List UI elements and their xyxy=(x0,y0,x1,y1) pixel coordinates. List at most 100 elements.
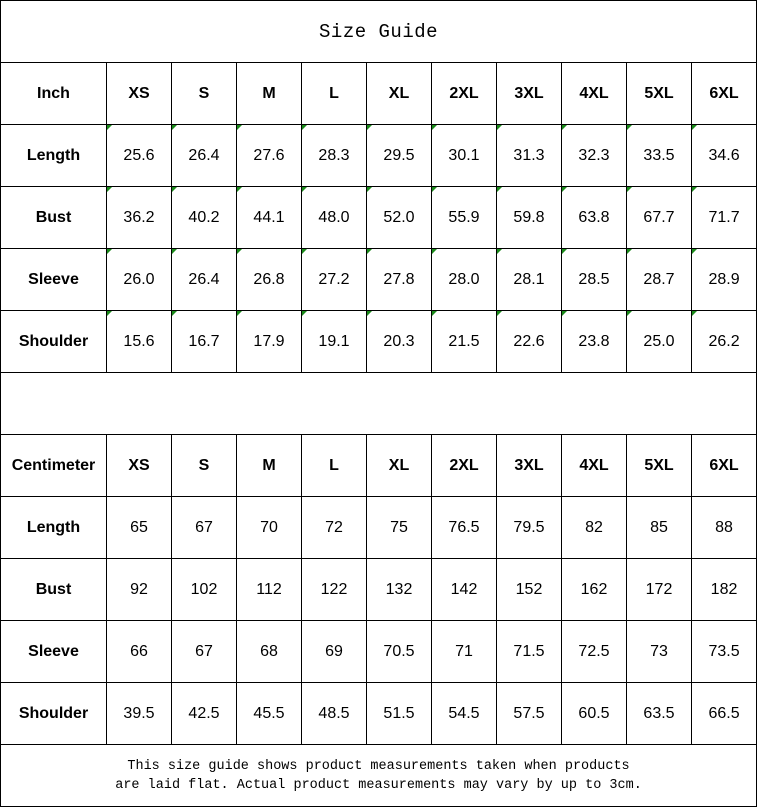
measurement-cell: 57.5 xyxy=(496,682,562,745)
measurement-cell: 72.5 xyxy=(561,620,627,683)
measurement-cell: 31.3 xyxy=(496,124,562,187)
measurement-cell: 70.5 xyxy=(366,620,432,683)
measurement-cell: 27.2 xyxy=(301,248,367,311)
size-header-6xl: 6XL xyxy=(690,434,757,497)
footer-row: This size guide shows product measuremen… xyxy=(0,744,757,807)
measurement-cell: 28.5 xyxy=(561,248,627,311)
measurement-cell: 63.5 xyxy=(626,682,692,745)
measurement-cell: 48.0 xyxy=(301,186,367,249)
measurement-cell: 28.3 xyxy=(301,124,367,187)
measurement-cell: 71 xyxy=(431,620,497,683)
size-header-xl: XL xyxy=(366,62,432,125)
measurement-cell: 54.5 xyxy=(431,682,497,745)
measurement-cell: 19.1 xyxy=(301,310,367,373)
measurement-cell: 82 xyxy=(561,496,627,559)
measurement-cell: 76.5 xyxy=(431,496,497,559)
footer-line-2: are laid flat. Actual product measuremen… xyxy=(115,777,642,793)
measurement-cell: 132 xyxy=(366,558,432,621)
measurement-cell: 59.8 xyxy=(496,186,562,249)
measurement-cell: 26.2 xyxy=(690,310,757,373)
row-label: Shoulder xyxy=(0,682,107,745)
table-row: Sleeve 26.0 26.4 26.8 27.2 27.8 28.0 28.1 28.5 28… xyxy=(0,248,757,311)
size-header-l: L xyxy=(301,434,367,497)
measurement-cell: 26.4 xyxy=(171,248,237,311)
measurement-cell: 52.0 xyxy=(366,186,432,249)
measurement-cell: 26.8 xyxy=(236,248,302,311)
size-header-5xl: 5XL xyxy=(626,434,692,497)
measurement-cell: 51.5 xyxy=(366,682,432,745)
measurement-cell: 67 xyxy=(171,620,237,683)
measurement-cell: 34.6 xyxy=(690,124,757,187)
footer-note: This size guide shows product measuremen… xyxy=(0,744,757,807)
unit-label: Inch xyxy=(0,62,107,125)
measurement-cell: 28.0 xyxy=(431,248,497,311)
table-row: Shoulder 15.6 16.7 17.9 19.1 20.3 21.5 22.6 23.8… xyxy=(0,310,757,373)
size-header-2xl: 2XL xyxy=(431,62,497,125)
measurement-cell: 40.2 xyxy=(171,186,237,249)
spacer-row xyxy=(0,372,757,435)
row-label: Shoulder xyxy=(0,310,107,373)
measurement-cell: 17.9 xyxy=(236,310,302,373)
page-title: Size Guide xyxy=(0,0,757,63)
row-label: Sleeve xyxy=(0,620,107,683)
measurement-cell: 23.8 xyxy=(561,310,627,373)
measurement-cell: 30.1 xyxy=(431,124,497,187)
measurement-cell: 67 xyxy=(171,496,237,559)
measurement-cell: 92 xyxy=(106,558,172,621)
size-header-xs: XS xyxy=(106,434,172,497)
measurement-cell: 29.5 xyxy=(366,124,432,187)
measurement-cell: 15.6 xyxy=(106,310,172,373)
measurement-cell: 172 xyxy=(626,558,692,621)
measurement-cell: 73.5 xyxy=(690,620,757,683)
measurement-cell: 25.6 xyxy=(106,124,172,187)
measurement-cell: 22.6 xyxy=(496,310,562,373)
size-header-xl: XL xyxy=(366,434,432,497)
size-header-m: M xyxy=(236,62,302,125)
measurement-cell: 27.6 xyxy=(236,124,302,187)
measurement-cell: 66.5 xyxy=(690,682,757,745)
measurement-cell: 28.9 xyxy=(690,248,757,311)
measurement-cell: 65 xyxy=(106,496,172,559)
measurement-cell: 71.7 xyxy=(690,186,757,249)
table-row: Bust 92 102 112 122 132 142 152 162 172 182 xyxy=(0,558,757,621)
measurement-cell: 42.5 xyxy=(171,682,237,745)
centimeter-header-row: Centimeter XS S M L XL 2XL 3XL 4XL 5XL 6XL xyxy=(0,434,757,497)
measurement-cell: 27.8 xyxy=(366,248,432,311)
measurement-cell: 28.1 xyxy=(496,248,562,311)
inch-header-row: Inch XS S M L XL 2XL 3XL 4XL 5XL 6XL xyxy=(0,62,757,125)
spacer-cell xyxy=(0,372,757,435)
measurement-cell: 152 xyxy=(496,558,562,621)
size-header-4xl: 4XL xyxy=(561,62,627,125)
size-header-m: M xyxy=(236,434,302,497)
measurement-cell: 45.5 xyxy=(236,682,302,745)
size-header-l: L xyxy=(301,62,367,125)
size-header-4xl: 4XL xyxy=(561,434,627,497)
measurement-cell: 25.0 xyxy=(626,310,692,373)
measurement-cell: 102 xyxy=(171,558,237,621)
measurement-cell: 72 xyxy=(301,496,367,559)
measurement-cell: 75 xyxy=(366,496,432,559)
measurement-cell: 32.3 xyxy=(561,124,627,187)
measurement-cell: 48.5 xyxy=(301,682,367,745)
row-label: Bust xyxy=(0,558,107,621)
row-label: Length xyxy=(0,124,107,187)
size-header-xs: XS xyxy=(106,62,172,125)
measurement-cell: 79.5 xyxy=(496,496,562,559)
measurement-cell: 162 xyxy=(561,558,627,621)
size-header-6xl: 6XL xyxy=(690,62,757,125)
footer-line-1: This size guide shows product measuremen… xyxy=(127,758,630,774)
measurement-cell: 55.9 xyxy=(431,186,497,249)
size-header-3xl: 3XL xyxy=(496,62,562,125)
size-header-3xl: 3XL xyxy=(496,434,562,497)
measurement-cell: 26.0 xyxy=(106,248,172,311)
row-label: Sleeve xyxy=(0,248,107,311)
measurement-cell: 122 xyxy=(301,558,367,621)
measurement-cell: 112 xyxy=(236,558,302,621)
measurement-cell: 68 xyxy=(236,620,302,683)
title-row: Size Guide xyxy=(0,0,757,63)
size-header-s: S xyxy=(171,434,237,497)
measurement-cell: 36.2 xyxy=(106,186,172,249)
table-row: Sleeve 66 67 68 69 70.5 71 71.5 72.5 73 73.5 xyxy=(0,620,757,683)
measurement-cell: 182 xyxy=(690,558,757,621)
measurement-cell: 28.7 xyxy=(626,248,692,311)
